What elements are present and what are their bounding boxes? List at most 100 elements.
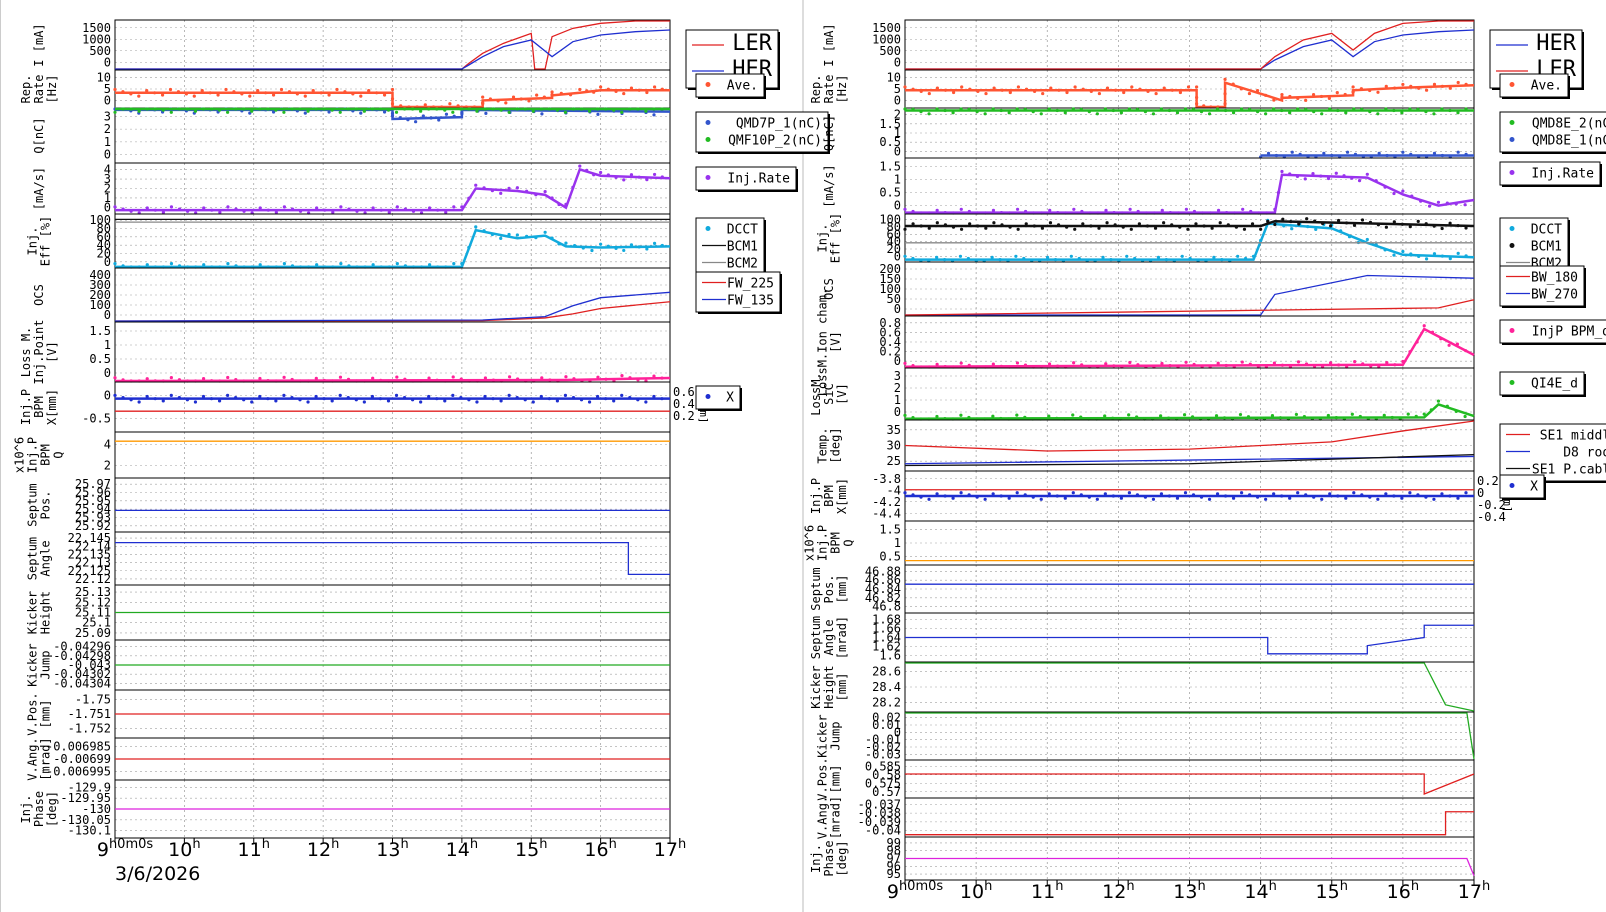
y-tick-label: 46.88: [865, 564, 901, 578]
data-point: [226, 393, 230, 397]
data-point: [258, 206, 262, 210]
data-point: [1290, 227, 1294, 231]
legend-entry: BW_180: [1531, 271, 1578, 286]
data-point: [1234, 225, 1238, 229]
data-point: [1055, 416, 1059, 420]
y-tick-label: 22.13: [75, 556, 111, 570]
y-axis-label: Q[nC]: [822, 115, 836, 151]
data-point: [1408, 225, 1412, 229]
y-axis-label: V.Ang.[mrad]: [26, 737, 53, 780]
data-point: [1464, 107, 1468, 111]
legend-box: [695, 111, 829, 153]
data-point: [604, 397, 608, 401]
data-point: [1143, 495, 1148, 499]
series-line-LER: [905, 20, 1474, 70]
x-tick-label: 17h: [654, 837, 686, 861]
data-point: [1065, 90, 1069, 95]
y-axis-label-line: V.Ang.: [26, 737, 40, 780]
y-tick-label: -0.043: [68, 658, 111, 672]
data-point: [1226, 223, 1230, 227]
data-point: [1282, 224, 1286, 228]
data-point: [467, 245, 471, 250]
y-tick-label: 0.5: [879, 186, 901, 200]
y-axis-label-line: Height: [822, 665, 836, 708]
data-point: [991, 107, 995, 111]
y-tick-label: 400: [89, 268, 111, 282]
data-point: [935, 255, 939, 259]
data-point: [564, 202, 568, 206]
data-point: [1296, 491, 1300, 495]
y-tick-label: 22.145: [68, 531, 111, 545]
data-point: [629, 173, 634, 177]
y-tick-label: 0.58: [872, 768, 901, 782]
data-point: [557, 242, 561, 246]
data-point: [1272, 361, 1276, 365]
data-point: [467, 196, 471, 200]
legend-box: [695, 73, 765, 98]
legend-entry: X: [726, 391, 734, 406]
x-tick-hour: 13: [1173, 881, 1197, 903]
data-point: [1255, 89, 1260, 93]
data-point: [1392, 253, 1396, 257]
series-line-Inj.Rate: [905, 173, 1475, 214]
data-point: [481, 95, 485, 99]
x-tick-label: 13h: [376, 837, 408, 861]
data-point: [620, 110, 624, 114]
data-point: [176, 90, 181, 94]
legend-swatch: [1509, 328, 1515, 333]
data-point: [1127, 107, 1131, 111]
x-tick-label: 15h: [515, 837, 547, 861]
data-point: [1256, 364, 1260, 369]
data-point: [1104, 208, 1108, 212]
y-axis-label-line: Kicker: [26, 591, 40, 634]
data-point: [1280, 494, 1284, 498]
data-point: [419, 400, 423, 404]
y-axis-label-line: X[mm]: [835, 478, 849, 514]
data-point: [927, 226, 931, 230]
data-point: [145, 377, 149, 381]
y-axis-label-line: BPM: [32, 396, 46, 418]
y-tick-label: 100: [89, 213, 111, 227]
data-point: [113, 87, 117, 92]
data-point: [459, 107, 463, 111]
y-tick-label: 60: [887, 227, 901, 241]
y-tick-label: -1.752: [68, 722, 111, 736]
data-point: [1445, 404, 1449, 408]
data-point: [1103, 492, 1107, 496]
data-point: [592, 90, 596, 94]
legend-entry: FW_135: [727, 294, 774, 309]
y-tick-label: 100: [89, 298, 111, 312]
data-point: [186, 209, 190, 213]
data-point: [1296, 96, 1300, 101]
data-point: [935, 86, 940, 90]
data-point: [1342, 174, 1346, 178]
series-line-LER: [115, 20, 670, 70]
data-point: [1248, 107, 1252, 111]
data-point: [322, 378, 326, 383]
data-point: [1240, 360, 1244, 364]
data-point: [395, 262, 399, 266]
y-axis-label-line: Loss M.: [19, 327, 33, 378]
data-point: [226, 205, 230, 209]
y-axis-label-line: [mm]: [829, 765, 843, 794]
x-tick-hour: 9: [97, 839, 109, 861]
data-point: [555, 108, 559, 112]
data-point: [1350, 412, 1354, 416]
data-point: [1456, 150, 1460, 154]
y-axis-label-line: [Hz]: [45, 75, 59, 104]
data-point: [1436, 200, 1441, 204]
data-point: [1129, 227, 1133, 231]
data-point: [145, 394, 149, 399]
data-point: [1162, 86, 1166, 90]
data-point: [935, 107, 939, 111]
legend-swatch: [1509, 243, 1515, 248]
series-line-DCCT: [115, 228, 671, 269]
data-point: [1330, 153, 1334, 158]
data-point: [1305, 217, 1309, 221]
data-point: [346, 395, 350, 400]
legend-box: [1499, 73, 1569, 98]
data-point: [1281, 217, 1285, 221]
series-line-SE1 P.cable: [904, 453, 1475, 467]
